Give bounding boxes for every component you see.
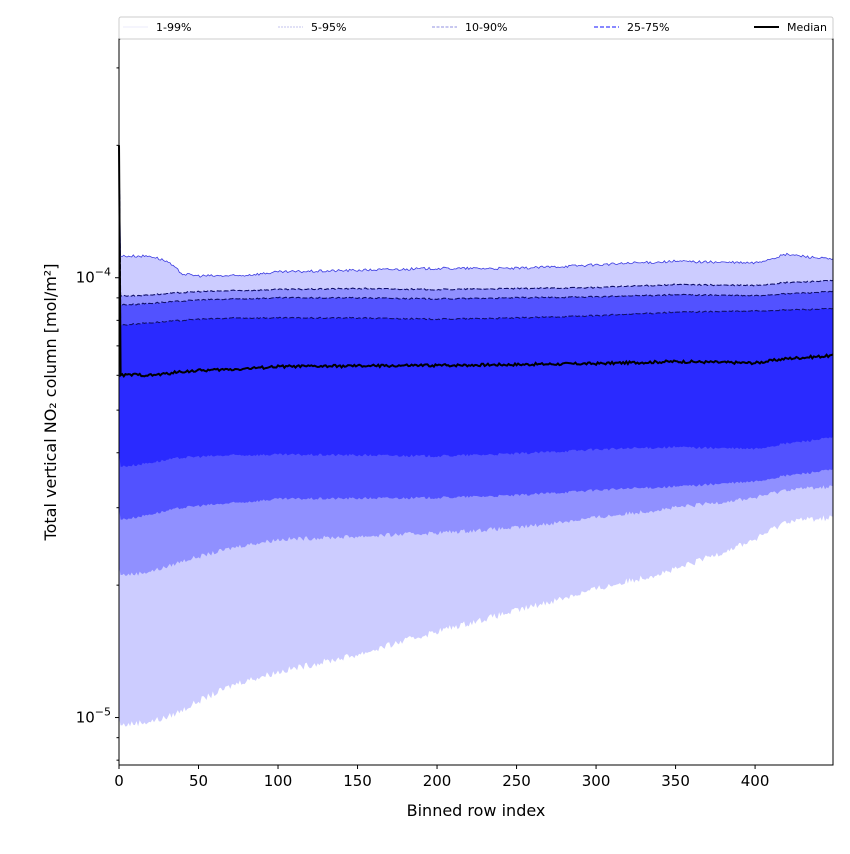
x-tick-label: 150 xyxy=(343,772,372,790)
line-p90 xyxy=(118,145,834,306)
y-axis: 10−5 10−4 xyxy=(76,67,119,761)
band-p25-p75 xyxy=(119,145,833,468)
legend-label: 10-90% xyxy=(465,21,507,34)
x-axis-label: Binned row index xyxy=(407,801,546,820)
line-p75 xyxy=(118,145,834,326)
x-tick-label: 300 xyxy=(582,772,611,790)
legend-box xyxy=(118,16,834,40)
percentile-lines xyxy=(118,145,834,379)
y-tick-label: 10−5 xyxy=(76,706,111,727)
x-tick-label: 50 xyxy=(189,772,208,790)
legend-label: 25-75% xyxy=(627,21,669,34)
x-tick-label: 0 xyxy=(114,772,124,790)
percentile-bands xyxy=(119,145,833,727)
y-tick-label: 10−4 xyxy=(76,266,111,287)
legend-item-25-75%: 25-75% xyxy=(594,21,669,34)
x-tick-label: 400 xyxy=(741,772,770,790)
x-tick-label: 250 xyxy=(502,772,531,790)
x-tick-label: 100 xyxy=(264,772,293,790)
line-p99 xyxy=(118,145,834,278)
legend-label: 5-95% xyxy=(311,21,346,34)
y-axis-label: Total vertical NO₂ column [mol/m²] xyxy=(41,264,60,542)
legend-item-5-95%: 5-95% xyxy=(278,21,346,34)
line-median xyxy=(118,145,834,379)
x-axis: 0 50 100 150 200 250 300 350 400 xyxy=(114,765,769,790)
legend-label: Median xyxy=(787,21,827,34)
x-tick-label: 200 xyxy=(423,772,452,790)
legend: 1-99% 5-95% 10-90% 25-75% Median xyxy=(118,16,834,40)
line-p95 xyxy=(118,145,834,297)
legend-item-10-90%: 10-90% xyxy=(432,21,507,34)
legend-item-1-99%: 1-99% xyxy=(123,21,191,34)
legend-item-median: Median xyxy=(754,21,827,34)
legend-label: 1-99% xyxy=(156,21,191,34)
x-tick-label: 350 xyxy=(661,772,690,790)
